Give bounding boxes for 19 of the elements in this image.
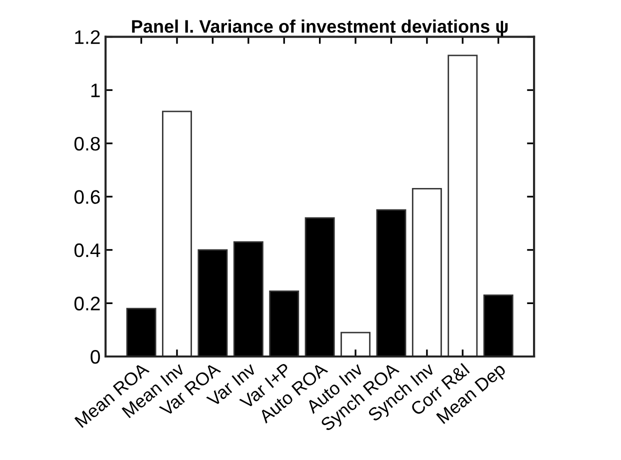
chart-title: Panel I. Variance of investment deviations ψ bbox=[132, 20, 508, 36]
bar bbox=[269, 290, 300, 356]
y-tick-label: 0.6 bbox=[74, 190, 100, 204]
y-tick-label: 0.8 bbox=[74, 136, 100, 151]
bar bbox=[376, 209, 406, 356]
bar bbox=[340, 332, 370, 356]
y-tick-label: 0 bbox=[90, 350, 100, 364]
bar bbox=[304, 217, 335, 356]
bar bbox=[448, 54, 478, 356]
bar bbox=[198, 249, 228, 356]
y-tick-label: 0.2 bbox=[74, 296, 100, 310]
y-tick-label: 0.4 bbox=[74, 243, 100, 258]
y-tick-label: 1.2 bbox=[75, 30, 100, 44]
bar bbox=[126, 308, 156, 356]
bar bbox=[412, 188, 442, 356]
bar bbox=[483, 294, 514, 356]
bar bbox=[233, 241, 264, 356]
y-tick-label: 1 bbox=[91, 84, 100, 98]
bar bbox=[162, 110, 192, 356]
